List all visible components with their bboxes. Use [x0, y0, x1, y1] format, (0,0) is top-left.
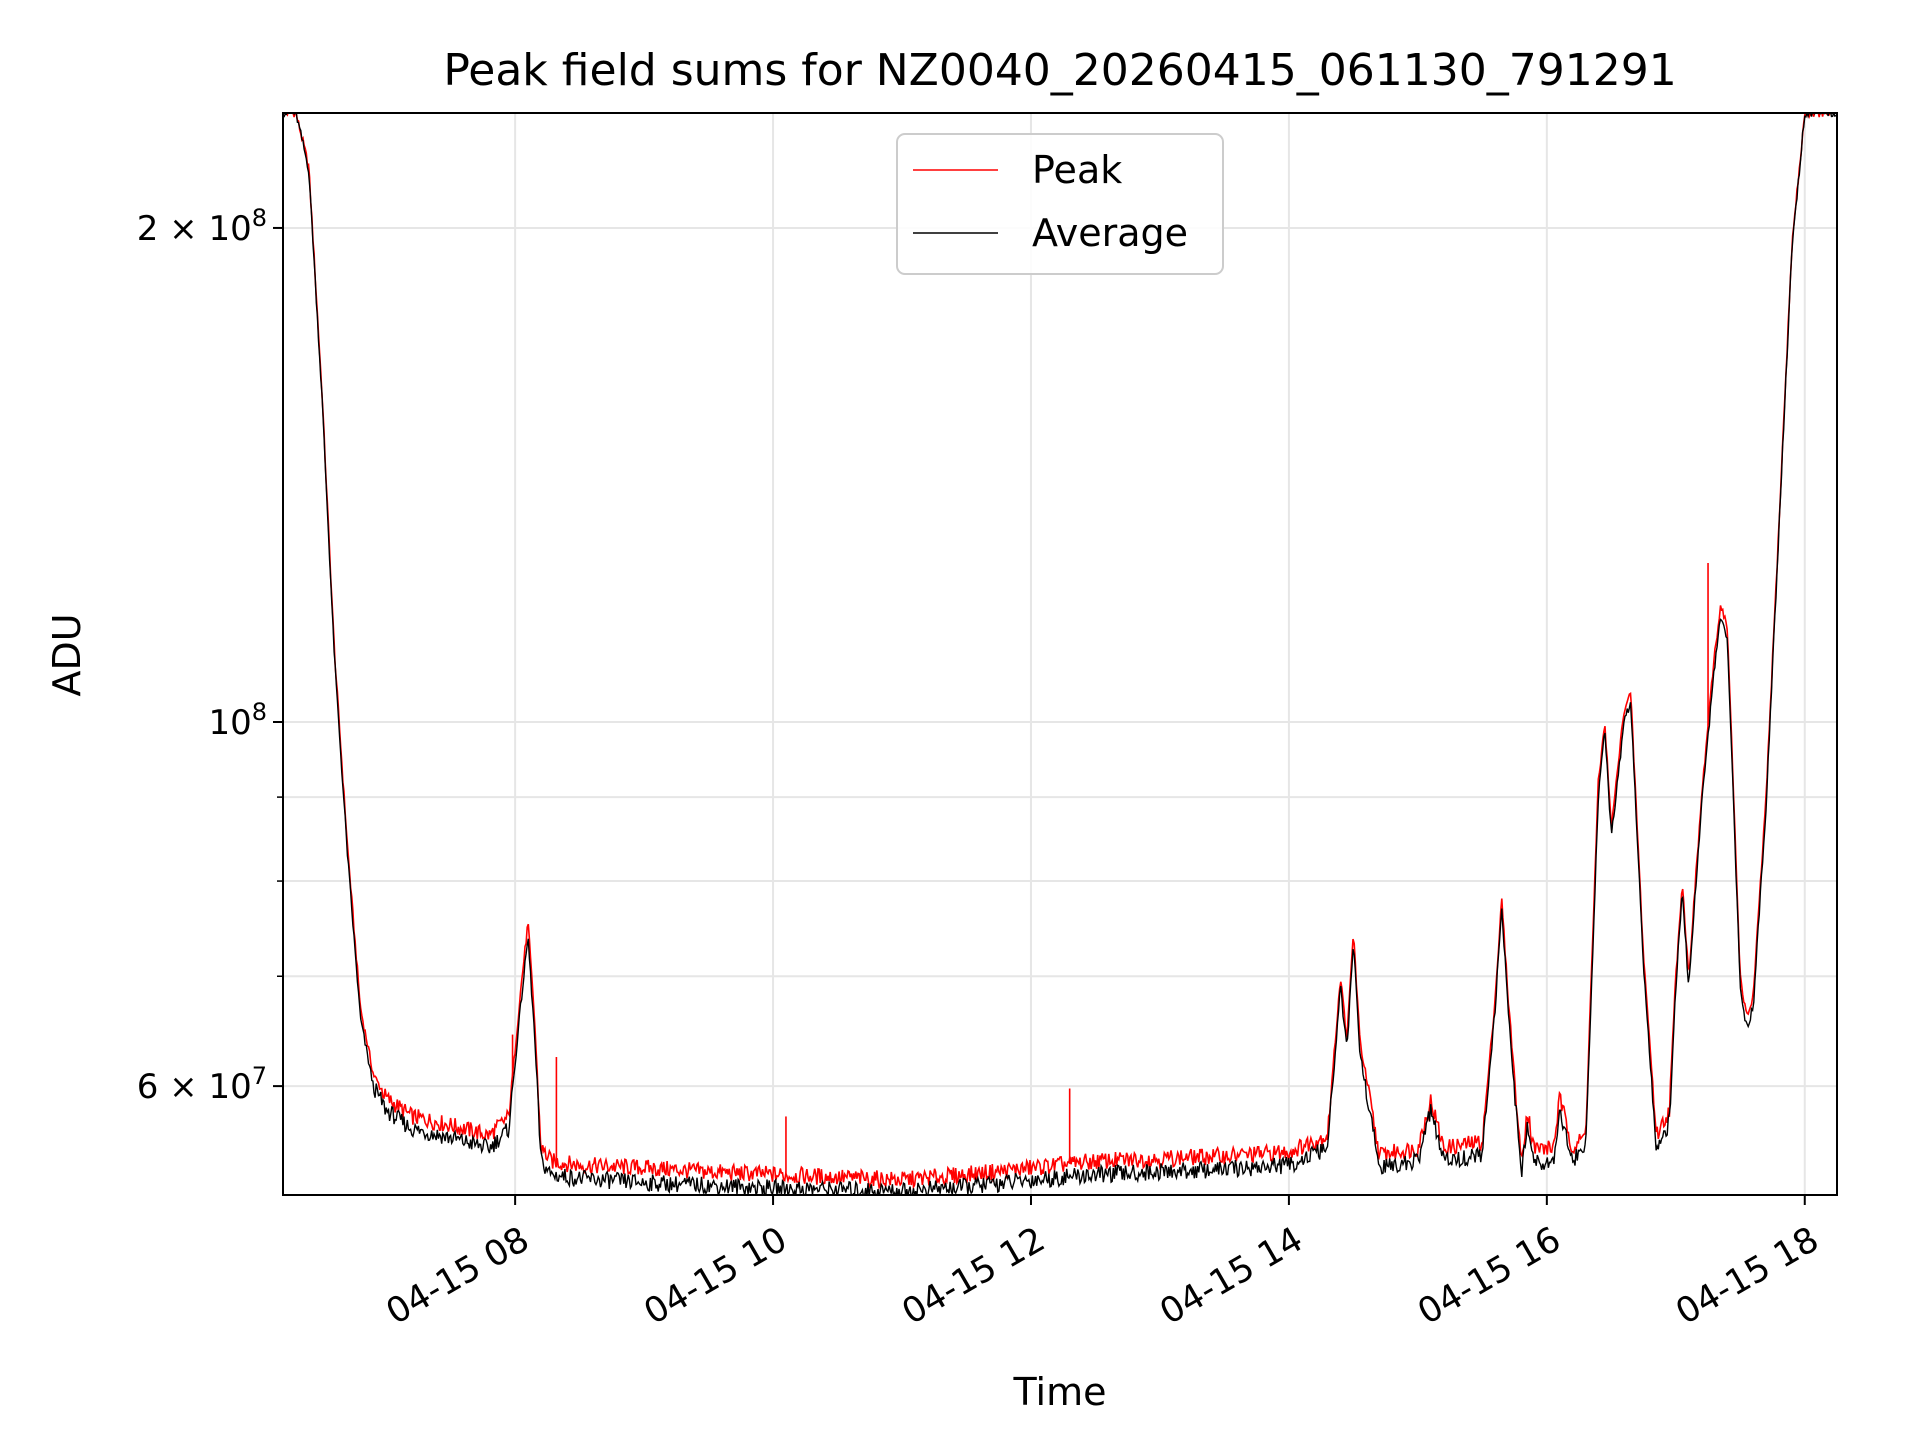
- plot-frame: [282, 112, 1838, 1196]
- y-axis-label: ADU: [45, 613, 89, 696]
- series-line-average: [283, 113, 1837, 1195]
- chart-title: Peak field sums for NZ0040_20260415_0611…: [443, 45, 1676, 96]
- legend-average-label: Average: [1032, 211, 1188, 255]
- legend-peak-label: Peak: [1032, 148, 1122, 192]
- y-tick-label: 2 × 108: [137, 204, 267, 249]
- series-lines: [283, 113, 1837, 1195]
- legend: Peak Average: [896, 133, 1224, 275]
- legend-box: [896, 133, 1224, 275]
- series-line-peak: [283, 113, 1837, 1191]
- grid-lines: [283, 113, 1837, 1195]
- y-tick-label: 108: [208, 698, 267, 743]
- x-axis-label: Time: [1013, 1370, 1107, 1414]
- y-tick-label: 6 × 107: [137, 1062, 267, 1107]
- y-axis-ticks: 2 × 108 108 6 × 107: [137, 204, 283, 1107]
